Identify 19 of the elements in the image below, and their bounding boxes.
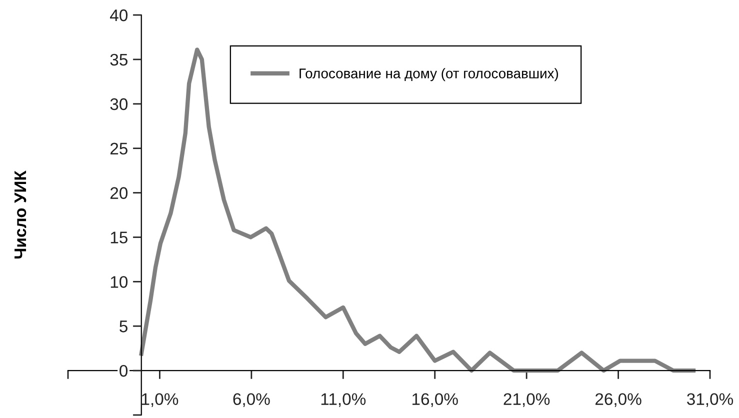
y-tick-label: 5 <box>120 320 128 332</box>
y-tick-label: 0 <box>120 364 128 377</box>
x-tick-label: 6,0% <box>233 393 270 407</box>
y-tick-label: 30 <box>110 98 128 110</box>
x-tick-label: 26,0% <box>595 393 642 407</box>
y-tick-label: 40 <box>110 9 128 22</box>
y-tick-label: 20 <box>110 187 128 199</box>
x-tick-label: 21,0% <box>504 393 550 407</box>
legend-label: Голосование на дому (от голосовавших) <box>300 68 558 82</box>
y-axis-title: Число УИК <box>14 170 26 259</box>
y-tick-label: 25 <box>110 142 128 155</box>
x-tick-label: 1,0% <box>142 393 178 407</box>
x-tick-label: 11,0% <box>321 393 366 407</box>
y-tick-label: 35 <box>110 54 128 66</box>
y-tick-label: 15 <box>110 232 128 244</box>
line-series <box>139 48 696 373</box>
x-tick-label: 31,0% <box>687 393 734 407</box>
y-tick-label: 10 <box>110 276 128 288</box>
x-tick-label: 16,0% <box>412 393 458 407</box>
